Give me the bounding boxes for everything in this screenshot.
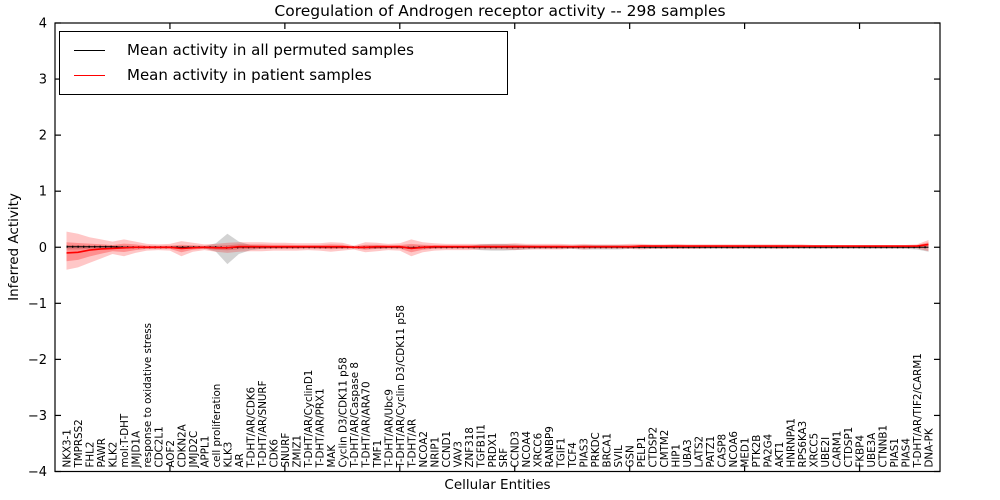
x-tick-label: AKT1 — [774, 442, 786, 468]
x-tick-label: PIAS3 — [579, 438, 591, 467]
x-tick-label: SNURF — [280, 433, 292, 468]
legend-label-patient: Mean activity in patient samples — [127, 66, 372, 85]
x-tick-label: T-DHT/AR/TIF2/CARM1 — [912, 353, 924, 468]
x-tick-label: mol:T-DHT — [119, 413, 131, 467]
y-axis-label: Inferred Activity — [6, 193, 22, 301]
x-tick-label: T-DHT/AR/Caspase 8 — [349, 362, 361, 468]
x-tick-label: CTDSP2 — [648, 427, 660, 468]
legend-label-permuted: Mean activity in all permuted samples — [127, 40, 414, 59]
x-tick-label: CTDSP1 — [843, 427, 855, 468]
legend-entry-permuted: Mean activity in all permuted samples — [60, 40, 507, 59]
y-tick-label: −2 — [28, 353, 47, 368]
x-tick-label: PA2G4 — [763, 434, 775, 468]
x-tick-label: Cyclin D3/CDK11 p58 — [337, 357, 349, 467]
y-tick-label: 0 — [39, 241, 47, 256]
x-tick-label: KLK2 — [108, 442, 120, 468]
x-tick-label: NCOA6 — [728, 431, 740, 467]
x-tick-label: PRDX1 — [487, 433, 499, 468]
y-tick-label: −3 — [28, 409, 47, 424]
x-tick-label: TMF1 — [372, 440, 384, 469]
legend-entry-patient: Mean activity in patient samples — [60, 68, 507, 83]
x-tick-label: CMTM2 — [659, 430, 671, 468]
x-tick-label: DNA-PK — [924, 428, 936, 467]
x-tick-label: PIAS4 — [901, 438, 913, 467]
y-tick-label: 3 — [39, 73, 47, 88]
x-tick-label: SVIL — [613, 445, 625, 468]
x-tick-label: CCND1 — [441, 431, 453, 468]
x-tick-label: cell proliferation — [211, 384, 223, 468]
x-tick-label: TCF4 — [567, 442, 579, 468]
x-tick-label: RPS6KA3 — [797, 421, 809, 468]
x-tick-label: CDKN2A — [176, 424, 188, 467]
x-tick-label: MED1 — [740, 438, 752, 468]
x-tick-label: MAK — [326, 445, 338, 468]
y-tick-label: −4 — [28, 465, 47, 480]
x-tick-label: CDK6 — [268, 439, 280, 467]
x-tick-label: HNRNPA1 — [786, 418, 798, 467]
x-tick-label: UBA3 — [682, 439, 694, 467]
x-tick-label: PAWR — [96, 438, 108, 467]
x-tick-label: FHL2 — [85, 442, 97, 468]
x-tick-label: APPL1 — [199, 436, 211, 468]
x-tick-label: FKBP4 — [855, 435, 867, 468]
x-tick-label: UBE3A — [866, 433, 878, 468]
x-tick-label: T-DHT/AR/PRX1 — [314, 388, 326, 468]
x-tick-label: JMJD1A — [131, 431, 143, 468]
patient-line-sample — [74, 75, 105, 77]
x-tick-label: AR — [234, 453, 246, 467]
permuted-confidence-band — [66, 233, 929, 265]
x-tick-label: T-DHT/AR/Cyclin D3/CDK11 p58 — [395, 305, 407, 468]
x-axis-label: Cellular Entities — [444, 477, 551, 493]
y-tick-label: 1 — [39, 185, 47, 200]
x-tick-label: BRCA1 — [602, 433, 614, 468]
x-tick-label: PATZ1 — [705, 436, 717, 468]
x-tick-label: KLK3 — [222, 442, 234, 468]
x-tick-label: CASP8 — [717, 434, 729, 468]
x-tick-label: ZMIZ1 — [291, 435, 303, 468]
x-tick-label: T-DHT/AR/Ubc9 — [383, 389, 395, 468]
x-tick-label: LATS2 — [694, 436, 706, 468]
x-tick-label: NCOA4 — [521, 431, 533, 467]
x-tick-label: PELP1 — [636, 436, 648, 467]
x-tick-label: CARM1 — [832, 431, 844, 468]
x-tick-label: response to oxidative stress — [142, 323, 154, 468]
x-tick-label: T-DHT/AR/SNURF — [257, 380, 269, 468]
x-tick-label: TMPRSS2 — [73, 419, 85, 468]
x-tick-label: NRIP1 — [429, 437, 441, 468]
x-tick-label: UBE2I — [820, 437, 832, 468]
x-tick-label: JMJD2C — [188, 431, 200, 469]
patient-confidence-band-outer — [66, 231, 929, 270]
patient-mean-line — [66, 243, 929, 254]
x-tick-label: TGFB1I1 — [475, 424, 487, 468]
x-tick-label: ZNF318 — [464, 427, 476, 467]
x-tick-label: TGIF1 — [556, 438, 568, 469]
y-tick-label: −1 — [28, 297, 47, 312]
x-tick-label: CCND3 — [510, 431, 522, 468]
x-tick-label: PRKDC — [590, 432, 602, 467]
x-tick-label: NCOA2 — [418, 431, 430, 467]
x-tick-label: RANBP9 — [544, 426, 556, 467]
x-tick-label: VAV3 — [452, 441, 464, 467]
y-tick-label: 4 — [39, 17, 47, 32]
y-tick-label: 2 — [39, 129, 47, 144]
x-tick-label: T-DHT/AR — [406, 419, 418, 469]
x-tick-label: T-DHT/AR/CyclinD1 — [303, 370, 315, 469]
x-tick-label: T-DHT/AR/ARA70 — [360, 381, 372, 468]
permuted-line-sample — [74, 49, 105, 51]
x-tick-label: GSN — [625, 445, 637, 467]
x-tick-label: PTK2B — [751, 435, 763, 468]
x-tick-label: PIAS1 — [889, 438, 901, 467]
x-tick-label: XRCC5 — [809, 433, 821, 468]
x-tick-label: XRCC6 — [533, 433, 545, 468]
x-tick-label: CDC2L1 — [153, 426, 165, 467]
chart-title: Coregulation of Androgen receptor activi… — [274, 2, 726, 20]
x-tick-label: T-DHT/AR/CDK6 — [245, 387, 257, 469]
x-tick-label: NKX3-1 — [62, 429, 74, 467]
x-tick-label: HIP1 — [671, 444, 683, 468]
x-tick-label: SRF — [498, 448, 510, 468]
x-tick-label: CTNNB1 — [878, 425, 890, 468]
x-tick-label: AOF2 — [165, 440, 177, 467]
legend-box: Mean activity in all permuted samples Me… — [59, 31, 508, 95]
